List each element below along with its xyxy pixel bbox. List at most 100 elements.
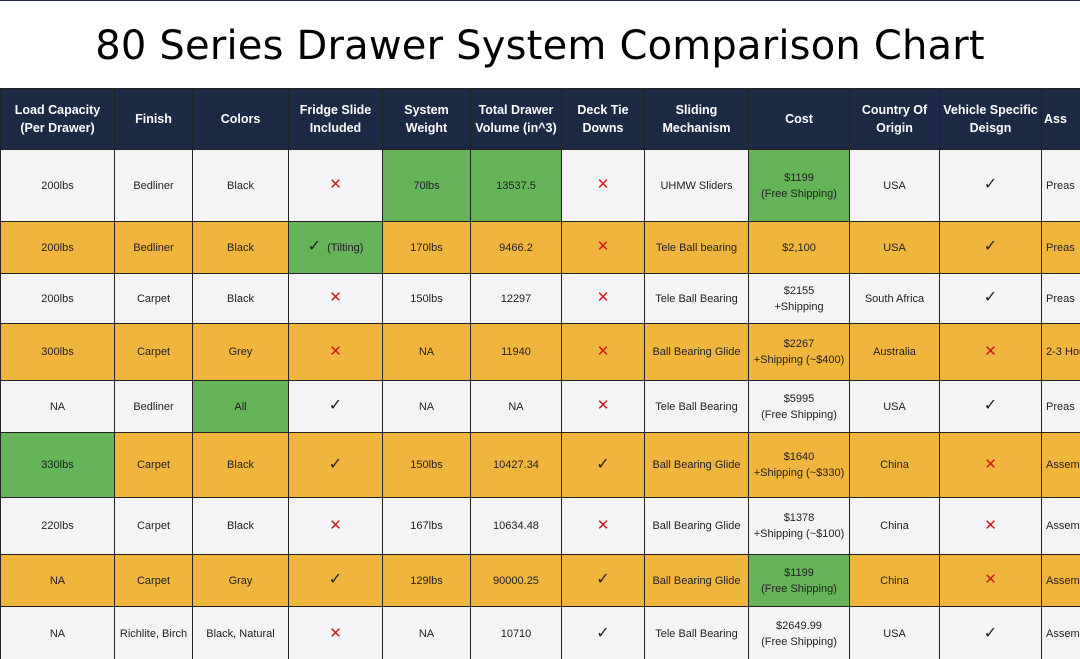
cost-text: $1640 [783, 451, 815, 463]
assembly-text: Preas [1046, 400, 1075, 413]
cell-cost: $2649.99 (Free Shipping) [748, 606, 850, 659]
colors-text: Black, Natural [206, 628, 275, 640]
cell-origin: USA [849, 606, 940, 659]
check-icon: ✓ [328, 571, 343, 588]
drawer-volume-text: 10427.34 [493, 459, 539, 471]
load-capacity-text: NA [49, 400, 66, 413]
header-vehicle-specific: Vehicle Specific Deisgn [939, 88, 1042, 150]
header-colors: Colors [192, 88, 289, 150]
cell-origin: USA [849, 149, 940, 222]
assembly-text: Assemb [1046, 520, 1080, 532]
table-row: NA Richlite, Birch Black, Natural ✕ NA 10710 ✓… [0, 606, 1080, 659]
finish-text: Carpet [136, 346, 171, 358]
cell-vehicle: ✓ [939, 149, 1042, 222]
cell-colors: Black [192, 432, 289, 498]
cell-origin: USA [849, 221, 940, 274]
sliding-mechanism-text: Tele Ball bearing [655, 241, 738, 254]
cell-volume: 90000.25 [470, 554, 562, 607]
cell-assembly: Assemb [1041, 497, 1080, 555]
cell-weight: NA [382, 380, 471, 433]
cell-cost: $1199 (Free Shipping) [748, 554, 850, 607]
cell-load: 200lbs [0, 221, 115, 274]
x-icon: ✕ [596, 238, 610, 255]
cell-assembly: Assemb [1041, 432, 1080, 498]
cell-volume: 10427.34 [470, 432, 562, 498]
cell-colors: Grey [192, 323, 289, 381]
cell-finish: Carpet [114, 497, 193, 555]
cell-volume: 13537.5 [470, 149, 562, 222]
cost-stack: $1640 +Shipping (~$330) [754, 449, 845, 481]
cell-cost: $1378 +Shipping (~$100) [748, 497, 850, 555]
cell-fridge: ✕ [288, 497, 383, 555]
cell-weight: 167lbs [382, 497, 471, 555]
comparison-table-wrap: Load Capacity (Per Drawer) Finish Colors Fr… [0, 88, 1080, 659]
finish-text: Carpet [136, 459, 171, 471]
cost-text: $2155 [783, 284, 815, 297]
cell-fridge: ✓ [288, 432, 383, 498]
table-row: 200lbs Carpet Black ✕ 150lbs 12297 ✕ Tele Ball … [0, 273, 1080, 324]
colors-text: Black [227, 292, 254, 305]
cost-text: $1199 [784, 566, 814, 579]
cost-stack: $2155 +Shipping [774, 283, 823, 315]
cell-weight: 150lbs [382, 432, 471, 498]
cost-stack: $1378 +Shipping (~$100) [754, 510, 845, 542]
cost-stack: $2,100 [782, 240, 816, 256]
finish-text: Richlite, Birch [119, 628, 188, 640]
cell-volume: NA [470, 380, 562, 433]
cell-fridge: ✕ [288, 323, 383, 381]
cell-deck: ✓ [561, 432, 645, 498]
cell-vehicle: ✓ [939, 221, 1042, 274]
sliding-mechanism-text: Ball Bearing Glide [652, 346, 741, 358]
cell-sliding: Ball Bearing Glide [644, 554, 749, 607]
colors-text: Grey [228, 346, 253, 358]
cell-deck: ✓ [561, 606, 645, 659]
cost-text: $5995 [783, 392, 815, 405]
drawer-volume-text: 10634.48 [493, 520, 539, 532]
x-icon: ✕ [329, 342, 342, 360]
cost-stack: $1199 (Free Shipping) [761, 170, 837, 202]
cell-volume: 10710 [470, 606, 562, 659]
cell-finish: Richlite, Birch [114, 606, 193, 659]
cell-origin: USA [849, 380, 940, 433]
header-system-weight: System Weight [382, 88, 471, 150]
table-row: 200lbs Bedliner Black ✓ (Tilting) 170lbs 9466… [0, 221, 1080, 274]
check-icon: ✓ [983, 176, 998, 193]
cell-sliding: Tele Ball Bearing [644, 273, 749, 324]
cell-fridge: ✕ [288, 273, 383, 324]
cell-volume: 9466.2 [470, 221, 562, 274]
load-capacity-text: 220lbs [41, 520, 74, 532]
load-capacity-text: 200lbs [41, 241, 74, 254]
finish-text: Bedliner [133, 400, 174, 413]
system-weight-text: 150lbs [410, 459, 443, 471]
cell-colors: Black [192, 497, 289, 555]
finish-text: Bedliner [133, 241, 174, 254]
cell-load: NA [0, 554, 115, 607]
cell-volume: 12297 [470, 273, 562, 324]
country-of-origin-text: USA [883, 241, 906, 254]
cell-finish: Carpet [114, 273, 193, 324]
cell-finish: Carpet [114, 323, 193, 381]
cost-text: $1199 [784, 171, 814, 184]
check-icon: ✓ [596, 455, 610, 473]
system-weight-text: NA [418, 628, 435, 640]
table-row: 220lbs Carpet Black ✕ 167lbs 10634.48 ✕ Ball Be… [0, 497, 1080, 555]
table-row: ble200lbsBedlinerBlack✕70lbs13537.5✕UHMW… [0, 149, 1080, 222]
x-icon: ✕ [596, 342, 610, 360]
x-icon: ✕ [329, 516, 342, 534]
cell-fridge: ✓ [288, 554, 383, 607]
cell-load: 300lbs [0, 323, 115, 381]
cell-colors: Black [192, 149, 289, 222]
cell-assembly: Preas [1041, 149, 1080, 222]
cell-fridge: ✓ [288, 380, 383, 433]
cell-origin: South Africa [849, 273, 940, 324]
header-deck-tie-downs: Deck Tie Downs [561, 88, 645, 150]
system-weight-text: NA [418, 400, 435, 413]
sliding-mechanism-text: Tele Ball Bearing [655, 628, 738, 640]
drawer-volume-text: 13537.5 [496, 179, 536, 192]
assembly-text: 2-3 Hou [1046, 346, 1080, 358]
cell-sliding: Tele Ball Bearing [644, 606, 749, 659]
sliding-mechanism-text: Tele Ball Bearing [655, 292, 738, 305]
sliding-mechanism-text: UHMW Sliders [660, 179, 733, 192]
cost-text: $2649.99 [776, 620, 822, 632]
